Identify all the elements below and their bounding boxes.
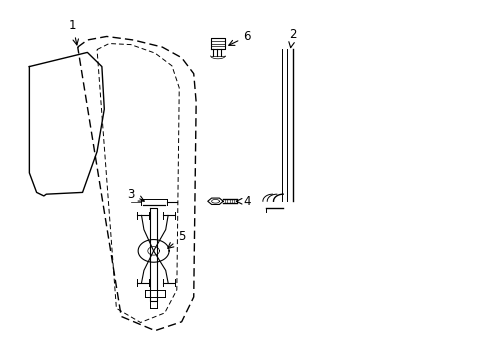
Text: 2: 2 — [288, 28, 296, 48]
Text: 6: 6 — [228, 30, 250, 45]
Text: 5: 5 — [167, 230, 185, 248]
Text: 1: 1 — [69, 19, 78, 45]
Text: 3: 3 — [127, 188, 144, 201]
Text: 4: 4 — [236, 195, 250, 208]
